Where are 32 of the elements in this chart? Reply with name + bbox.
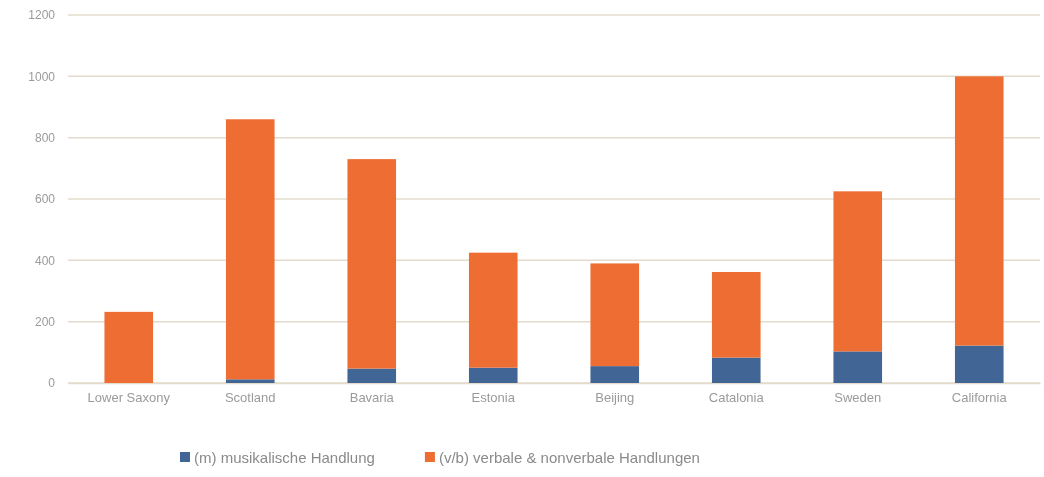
bar xyxy=(590,263,640,367)
x-tick-label: Bavaria xyxy=(349,390,395,405)
y-tick-label: 800 xyxy=(34,131,56,146)
bar xyxy=(225,379,275,383)
bar xyxy=(590,366,640,383)
bar xyxy=(347,159,397,369)
y-tick-label: 0 xyxy=(48,376,56,391)
x-tick-label: Beijing xyxy=(595,390,635,405)
bar xyxy=(833,351,883,383)
y-tick-label: 1000 xyxy=(28,69,56,84)
bar xyxy=(954,345,1004,383)
y-tick-label: 200 xyxy=(34,315,56,330)
bar xyxy=(468,252,518,368)
bar xyxy=(468,367,518,383)
legend-label: (v/b) verbale & nonverbale Handlungen xyxy=(438,449,700,466)
bar xyxy=(104,311,154,383)
x-tick-label: Scotland xyxy=(224,390,276,405)
x-tick-label: Lower Saxony xyxy=(87,390,171,405)
x-tick-label: Estonia xyxy=(471,390,516,405)
x-tick-label: Sweden xyxy=(834,390,882,405)
bar xyxy=(347,368,397,383)
bar xyxy=(711,271,761,358)
y-tick-label: 600 xyxy=(34,192,56,207)
x-tick-label: California xyxy=(951,390,1008,405)
y-tick-label: 1200 xyxy=(28,8,56,23)
legend-label: (m) musikalische Handlung xyxy=(194,449,375,466)
y-tick-label: 400 xyxy=(34,253,56,268)
bar xyxy=(711,357,761,383)
bar xyxy=(833,191,883,352)
bar xyxy=(954,76,1004,346)
x-tick-label: Catalonia xyxy=(708,390,765,405)
bar xyxy=(225,119,275,380)
